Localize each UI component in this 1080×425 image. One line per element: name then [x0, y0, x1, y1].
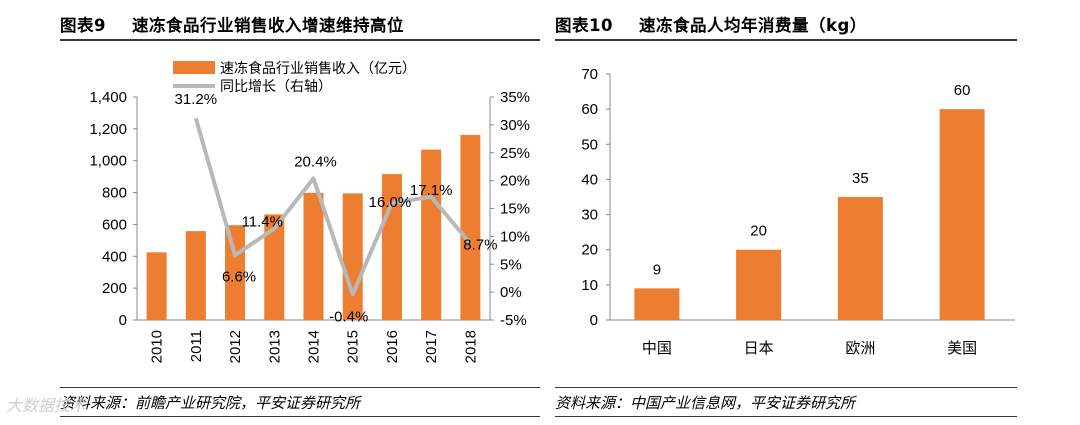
growth-data-label: -0.4% — [329, 308, 368, 325]
per-capita-consumption-chart: 0 10 20 30 40 50 60 70 9 中国 20 日本 35 欧洲 60 美国 — [581, 66, 1015, 357]
left-tick-label: 400 — [102, 248, 127, 265]
right-tick-label: 25% — [500, 145, 530, 162]
growth-data-label: 6.6% — [222, 268, 256, 285]
consumption-bar — [736, 249, 782, 320]
revenue-bar — [342, 193, 363, 320]
legend-bar-label: 速冻食品行业销售收入（亿元） — [220, 60, 416, 76]
growth-data-label: 11.4% — [242, 214, 283, 231]
left-tick-label: 1,000 — [89, 153, 127, 170]
x-tick-label: 2012 — [227, 330, 244, 363]
revenue-bar — [460, 134, 481, 320]
left-tick-label: 1,200 — [89, 121, 127, 138]
y-tick-label: 60 — [581, 101, 598, 118]
left-tick-label: 800 — [102, 185, 127, 202]
x-tick-label: 2017 — [423, 330, 440, 363]
x-tick-label: 2015 — [345, 330, 362, 363]
title-text: 速冻食品人均年消费量（kg） — [638, 16, 867, 35]
growth-data-label: 17.1% — [410, 182, 453, 199]
y-tick-label: 10 — [581, 277, 598, 294]
right-tick-label: 20% — [500, 173, 530, 190]
right-tick-label: 35% — [500, 89, 530, 106]
growth-data-label: 20.4% — [294, 153, 337, 170]
x-tick-label: 2011 — [188, 330, 205, 362]
y-tick-label: 70 — [581, 66, 598, 83]
revenue-bar — [421, 149, 442, 320]
source-rule-bottom — [60, 416, 540, 417]
title-text: 速冻食品行业销售收入增速维持高位 — [131, 16, 404, 35]
x-tick-label: 2018 — [462, 330, 479, 363]
revenue-bar — [146, 252, 167, 320]
y-tick-label: 40 — [581, 171, 598, 188]
x-tick-label: 美国 — [947, 340, 977, 357]
left-tick-label: 1,400 — [89, 89, 127, 106]
x-tick-label: 2013 — [266, 330, 283, 363]
growth-data-label: 8.7% — [463, 237, 497, 254]
right-tick-label: 5% — [500, 256, 522, 273]
source-note: 资料来源：中国产业信息网，平安证券研究所 — [555, 394, 856, 412]
left-tick-label: 600 — [102, 216, 127, 233]
right-tick-label: 30% — [500, 117, 530, 134]
source-rule-bottom — [555, 416, 1017, 417]
chart-title-revenue: 图表9 速冻食品行业销售收入增速维持高位 — [60, 12, 404, 36]
revenue-bar — [264, 214, 285, 320]
y-tick-label: 0 — [590, 312, 598, 329]
x-tick-label: 中国 — [642, 340, 672, 357]
figure-label: 图表10 — [555, 16, 613, 35]
revenue-bar — [185, 231, 206, 320]
right-tick-label: 0% — [500, 284, 522, 301]
left-tick-label: 0 — [119, 312, 127, 329]
y-tick-label: 20 — [581, 242, 598, 259]
consumption-bar — [634, 288, 680, 320]
legend-bar-swatch — [173, 61, 215, 74]
x-tick-label: 2010 — [149, 330, 166, 363]
bar-data-label: 20 — [750, 223, 767, 240]
watermark: 大数据技术 — [6, 396, 87, 415]
revenue-bar — [303, 192, 324, 320]
revenue-bar — [225, 225, 246, 320]
consumption-bar — [837, 197, 883, 320]
revenue-growth-chart: 0 200 400 600 800 1,000 1,200 1,400 -5% 0% 5% 10% 15… — [89, 60, 530, 363]
x-tick-label: 2014 — [306, 330, 323, 363]
title-rule — [60, 39, 540, 41]
y-tick-label: 50 — [581, 136, 598, 153]
right-tick-label: -5% — [500, 312, 527, 329]
x-tick-label: 2016 — [384, 330, 401, 363]
growth-data-label: 31.2% — [175, 91, 218, 108]
growth-data-label: 16.0% — [369, 194, 412, 211]
source-rule-top — [60, 387, 540, 388]
right-tick-label: 15% — [500, 201, 530, 218]
x-tick-label: 日本 — [744, 340, 774, 357]
x-tick-label: 欧洲 — [845, 340, 875, 357]
y-tick-label: 30 — [581, 207, 598, 224]
source-note: 资料来源：前瞻产业研究院，平安证券研究所 — [60, 394, 361, 412]
consumption-bar — [939, 109, 985, 321]
bar-data-label: 35 — [852, 170, 869, 187]
title-rule — [555, 39, 1017, 41]
legend-line-label: 同比增长（右轴） — [220, 78, 332, 94]
right-tick-label: 10% — [500, 228, 530, 245]
chart-title-consumption: 图表10 速冻食品人均年消费量（kg） — [555, 12, 867, 36]
figure-label: 图表9 — [60, 16, 106, 35]
left-tick-label: 200 — [102, 280, 127, 297]
growth-line — [193, 117, 472, 297]
bar-data-label: 60 — [954, 82, 971, 99]
source-rule-top — [555, 387, 1017, 388]
bar-data-label: 9 — [653, 261, 661, 278]
